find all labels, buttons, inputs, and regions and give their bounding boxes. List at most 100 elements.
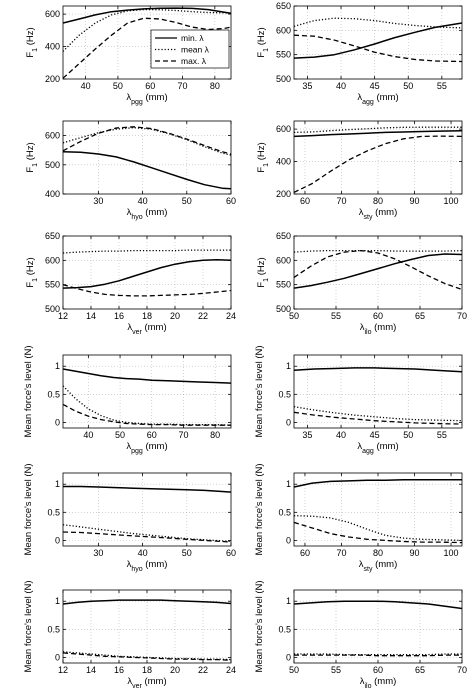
x-axis-label: λsty (mm) [359,559,398,573]
x-tick-label: 20 [170,311,180,321]
series-line-dotted [63,127,231,156]
x-tick-label: 50 [182,196,192,206]
x-tick-label: 65 [415,665,425,675]
x-tick-label: 55 [437,430,447,440]
x-axis-label: λilo (mm) [360,676,397,690]
y-axis-label: Mean force's level (N) [254,463,265,555]
x-axis-label: λver (mm) [127,676,166,690]
y-axis-label: F1 (Hz) [256,142,270,172]
x-tick-label: 40 [138,196,148,206]
x-tick-label: 30 [93,548,103,558]
x-tick-label: 20 [170,665,180,675]
y-axis-label: F1 (Hz) [25,27,39,57]
x-tick-label: 60 [226,196,236,206]
x-tick-label: 55 [331,665,341,675]
y-tick-label: 0 [286,417,291,427]
plot-frame [293,354,463,429]
series-line-dashed [63,531,231,543]
x-tick-label: 24 [226,311,236,321]
x-tick-label: 50 [289,311,299,321]
y-tick-label: 1 [286,479,291,489]
x-tick-label: 90 [410,548,420,558]
x-tick-label: 70 [336,548,346,558]
x-tick-label: 65 [415,311,425,321]
series-line-solid [63,599,231,605]
x-tick-label: 50 [403,81,413,91]
series-line-solid [63,368,231,384]
y-tick-label: 500 [276,74,291,84]
x-tick-label: 55 [437,81,447,91]
y-tick-label: 1 [55,479,60,489]
series-line-solid [294,129,462,138]
y-tick-label: 600 [45,9,60,19]
x-tick-label: 40 [336,430,346,440]
x-tick-label: 45 [370,81,380,91]
series-line-dashed [294,521,462,544]
y-tick-label: 0.5 [47,507,60,517]
x-axis-label: λsty (mm) [359,207,398,221]
legend-box [150,29,230,69]
y-tick-label: 200 [45,74,60,84]
x-tick-label: 50 [113,81,123,91]
series-line-dashed [294,249,462,291]
y-tick-label: 0 [55,652,60,662]
y-tick-label: 1 [286,596,291,606]
y-axis-label: F1 (Hz) [25,142,39,172]
series-line-dotted [294,249,462,253]
y-axis-label: Mean force's level (N) [23,345,34,437]
x-tick-label: 60 [373,665,383,675]
y-tick-label: 500 [276,304,291,314]
series-line-solid [294,478,462,488]
series-line-dotted [294,653,462,656]
x-tick-label: 40 [138,548,148,558]
y-axis-label: Mean force's level (N) [23,463,34,555]
series-line-dashed [294,34,462,63]
y-tick-label: 0 [55,417,60,427]
x-axis-label: λagg (mm) [357,441,398,455]
x-tick-label: 60 [226,548,236,558]
series-line-solid [63,7,231,24]
x-tick-label: 60 [145,81,155,91]
x-tick-label: 100 [444,196,459,206]
x-tick-label: 24 [226,665,236,675]
y-tick-label: 0.5 [278,507,291,517]
subplot-8: 35 40 45 50 55 0 0.5 1 λagg (mm) Mean force's lev… [254,345,463,455]
x-tick-label: 70 [178,430,188,440]
x-tick-label: 16 [114,665,124,675]
plot-frame [62,354,232,429]
x-tick-label: 35 [302,430,312,440]
x-tick-label: 18 [142,311,152,321]
y-tick-label: 400 [45,189,60,199]
x-tick-label: 80 [373,196,383,206]
y-axis-label: F1 (Hz) [256,257,270,287]
x-tick-label: 14 [86,665,96,675]
y-tick-label: 500 [45,304,60,314]
x-tick-label: 16 [114,311,124,321]
series-line-dotted [294,17,462,29]
subplot-10: 60 70 80 90 100 0 0.5 1 λsty (mm) Mean force's le… [254,463,463,573]
plot-frame [293,5,463,80]
x-tick-label: 90 [410,196,420,206]
y-tick-label: 0 [286,535,291,545]
series-line-dashed [294,135,462,193]
subplot-12: 50 55 60 65 70 0 0.5 1 λilo (mm) Mean force's lev… [254,580,467,689]
y-tick-label: 400 [45,42,60,52]
x-axis-label: λhyo (mm) [127,559,168,573]
x-tick-label: 60 [147,430,157,440]
series-line-dashed [63,284,231,297]
subplot-4: 60 70 80 90 100 200 400 600 λsty (mm) F1 (Hz) [256,120,463,221]
x-tick-label: 40 [83,430,93,440]
series-line-dashed [294,411,462,425]
series-line-solid [63,485,231,493]
y-tick-label: 400 [276,157,291,167]
plot-frame [62,120,232,195]
y-tick-label: 650 [276,1,291,11]
x-tick-label: 50 [403,430,413,440]
y-tick-label: 500 [45,160,60,170]
x-axis-label: λpgg (mm) [126,92,167,106]
series-line-solid [294,253,462,289]
x-tick-label: 50 [115,430,125,440]
x-axis-label: λver (mm) [127,322,166,336]
y-tick-label: 0 [55,535,60,545]
